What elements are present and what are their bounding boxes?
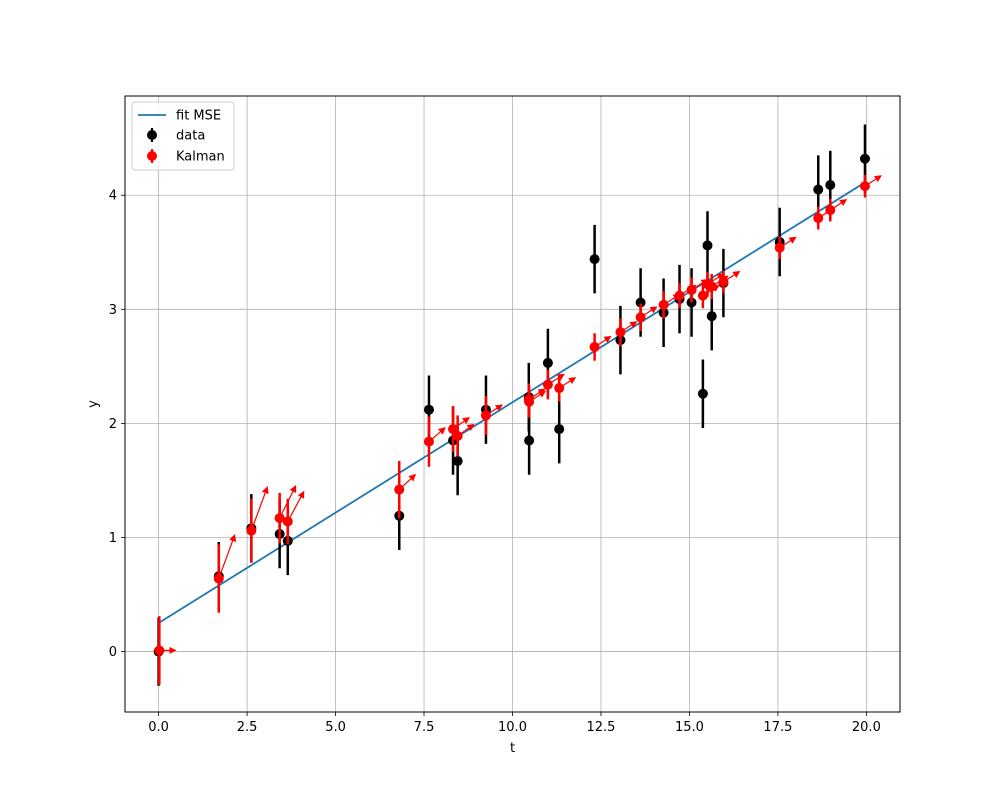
kalman-point [394,484,405,495]
x-tick-label: 7.5 [414,720,435,735]
x-axis-ticks: 0.0 2.5 5.0 7.5 10.0 12.5 15.0 17.5 20.0 [148,712,881,735]
legend-kalman-label: Kalman [176,150,225,165]
x-tick-label: 2.5 [237,720,258,735]
y-axis-label: y [86,400,101,408]
legend-data-marker [147,130,157,140]
y-tick-label: 0 [109,645,117,660]
x-tick-label: 0.0 [148,720,169,735]
data-point [859,153,870,164]
data-point [813,184,824,195]
kalman-point [635,312,646,323]
kalman-point [589,341,600,352]
grid [125,96,900,712]
data-point [702,240,713,251]
kalman-point [452,430,463,441]
kalman-point [859,181,870,192]
legend-box [131,101,235,171]
legend-fit-label: fit MSE [176,109,221,124]
kalman-point [542,379,553,390]
x-tick-label: 17.5 [763,720,792,735]
data-point [706,311,717,322]
data-series [153,124,870,686]
data-point [825,179,836,190]
kalman-point [274,513,285,524]
data-point [423,404,434,415]
fit-line-series [158,180,867,624]
x-tick-label: 10.0 [498,720,527,735]
kalman-point [524,396,535,407]
kalman-point [658,299,669,310]
kalman-velocity-arrow [218,534,237,579]
kalman-point [554,383,565,394]
kalman-point [213,573,224,584]
kalman-point [154,645,165,656]
x-tick-label: 20.0 [852,720,881,735]
kalman-point [480,410,491,421]
kalman-point [813,213,824,224]
kalman-point [706,281,717,292]
kalman-point [825,205,836,216]
data-point [452,456,463,467]
x-tick-label: 12.5 [586,720,615,735]
data-point [589,254,600,265]
kalman-point [282,516,293,527]
kalman-velocity-arrow [250,486,269,531]
legend-kalman-marker [147,151,157,161]
y-tick-label: 4 [109,189,117,204]
kalman-point [697,290,708,301]
kalman-point [246,525,257,536]
x-tick-label: 5.0 [325,720,346,735]
y-tick-label: 2 [109,417,117,432]
kalman-point [686,284,697,295]
legend-data-label: data [176,129,205,144]
kalman-point [718,276,729,287]
kalman-point [774,242,785,253]
data-point [635,297,646,308]
data-point [554,424,565,435]
kalman-series [154,174,882,685]
data-point [542,357,553,368]
y-tick-label: 3 [109,303,117,318]
kalman-velocity-arrow [287,490,305,522]
y-axis-ticks: 0 1 2 3 4 [109,189,125,660]
x-tick-label: 15.0 [675,720,704,735]
kalman-point [423,436,434,447]
data-point [697,388,708,399]
fit-line [158,180,867,624]
kalman-point [674,290,685,301]
legend: fit MSE data Kalman [131,101,235,171]
x-axis-label: t [510,741,515,756]
data-point [524,435,535,446]
kalman-point [615,327,626,338]
y-tick-label: 1 [109,531,117,546]
